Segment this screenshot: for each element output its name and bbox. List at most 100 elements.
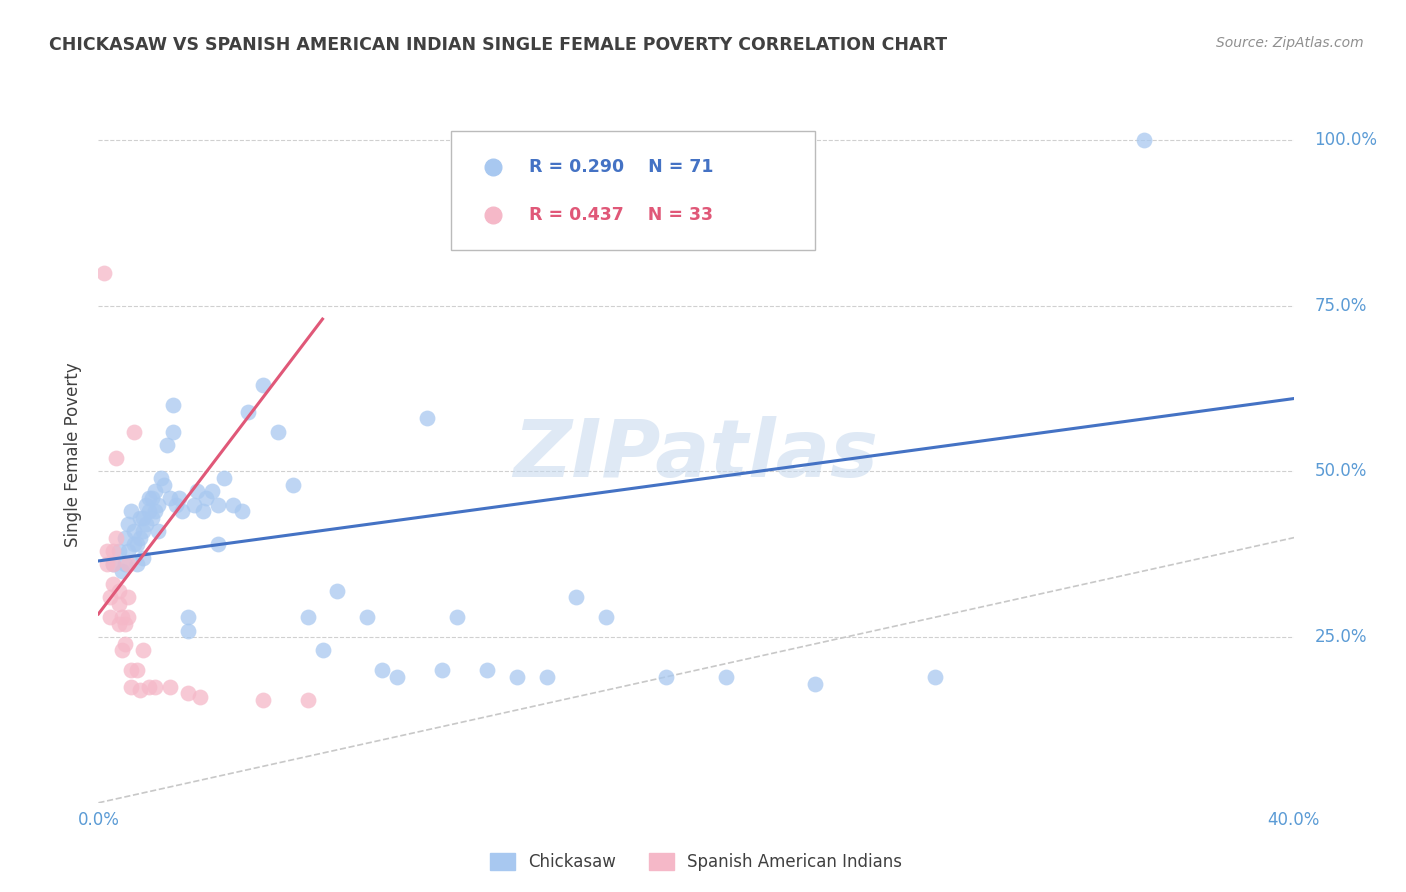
Point	[252, 378, 274, 392]
Point	[111, 643, 134, 657]
Point	[129, 683, 152, 698]
Point	[108, 616, 131, 631]
Point	[124, 537, 146, 551]
Point	[222, 498, 245, 512]
Legend: Chickasaw, Spanish American Indians: Chickasaw, Spanish American Indians	[482, 847, 910, 878]
Point	[114, 531, 136, 545]
Point	[117, 591, 139, 605]
Point	[267, 425, 290, 439]
Y-axis label: Single Female Poverty: Single Female Poverty	[65, 363, 83, 547]
Point	[117, 517, 139, 532]
Point	[103, 544, 125, 558]
Point	[129, 531, 152, 545]
Point	[96, 558, 118, 572]
Point	[138, 504, 160, 518]
Point	[114, 558, 136, 572]
Point	[297, 693, 319, 707]
Point	[103, 577, 125, 591]
Point	[212, 471, 235, 485]
Text: 100.0%: 100.0%	[1315, 131, 1378, 149]
Point	[153, 477, 176, 491]
Point	[111, 564, 134, 578]
Text: CHICKASAW VS SPANISH AMERICAN INDIAN SINGLE FEMALE POVERTY CORRELATION CHART: CHICKASAW VS SPANISH AMERICAN INDIAN SIN…	[49, 36, 948, 54]
Point	[416, 411, 439, 425]
Point	[117, 610, 139, 624]
Text: Source: ZipAtlas.com: Source: ZipAtlas.com	[1216, 36, 1364, 50]
Point	[430, 663, 453, 677]
Text: 25.0%: 25.0%	[1315, 628, 1367, 646]
Point	[141, 491, 163, 505]
Point	[143, 680, 166, 694]
Point	[236, 405, 259, 419]
Point	[165, 498, 187, 512]
Point	[141, 511, 163, 525]
Point	[506, 670, 529, 684]
Point	[162, 425, 184, 439]
Point	[103, 558, 125, 572]
Point	[186, 484, 208, 499]
Point	[177, 624, 200, 638]
Point	[105, 531, 128, 545]
Point	[135, 517, 157, 532]
Point	[356, 610, 378, 624]
Point	[536, 670, 558, 684]
Point	[132, 643, 155, 657]
Point	[150, 471, 173, 485]
Point	[714, 670, 737, 684]
Point	[177, 686, 200, 700]
FancyBboxPatch shape	[451, 131, 815, 250]
Point	[117, 544, 139, 558]
Point	[207, 537, 229, 551]
Point	[120, 504, 142, 518]
Point	[446, 610, 468, 624]
Point	[120, 663, 142, 677]
Point	[595, 610, 617, 624]
Point	[311, 643, 333, 657]
Point	[96, 544, 118, 558]
Point	[127, 663, 149, 677]
Text: 50.0%: 50.0%	[1315, 462, 1367, 481]
Point	[120, 680, 142, 694]
Point	[108, 597, 131, 611]
Point	[167, 491, 190, 505]
Point	[191, 504, 214, 518]
Point	[1133, 133, 1156, 147]
Point	[475, 663, 498, 677]
Point	[138, 491, 160, 505]
Point	[105, 451, 128, 466]
Point	[159, 491, 181, 505]
Point	[188, 690, 211, 704]
Point	[231, 504, 253, 518]
Point	[103, 558, 125, 572]
Point	[252, 693, 274, 707]
Point	[924, 670, 946, 684]
Point	[129, 511, 152, 525]
Point	[201, 484, 224, 499]
Point	[655, 670, 678, 684]
Point	[124, 425, 146, 439]
Point	[108, 583, 131, 598]
Point	[326, 583, 349, 598]
Point	[804, 676, 827, 690]
Point	[177, 610, 200, 624]
Point	[132, 524, 155, 538]
Point	[114, 616, 136, 631]
Point	[138, 680, 160, 694]
Point	[111, 610, 134, 624]
Point	[124, 524, 146, 538]
Point	[127, 558, 149, 572]
Point	[148, 524, 170, 538]
Point	[207, 498, 229, 512]
Point	[93, 266, 115, 280]
Point	[108, 544, 131, 558]
Point	[135, 498, 157, 512]
Text: 75.0%: 75.0%	[1315, 297, 1367, 315]
Point	[98, 591, 122, 605]
Point	[114, 637, 136, 651]
Point	[172, 504, 194, 518]
Point	[148, 498, 170, 512]
Point	[565, 591, 588, 605]
Point	[132, 511, 155, 525]
Text: R = 0.290    N = 71: R = 0.290 N = 71	[529, 158, 713, 176]
Point	[143, 504, 166, 518]
